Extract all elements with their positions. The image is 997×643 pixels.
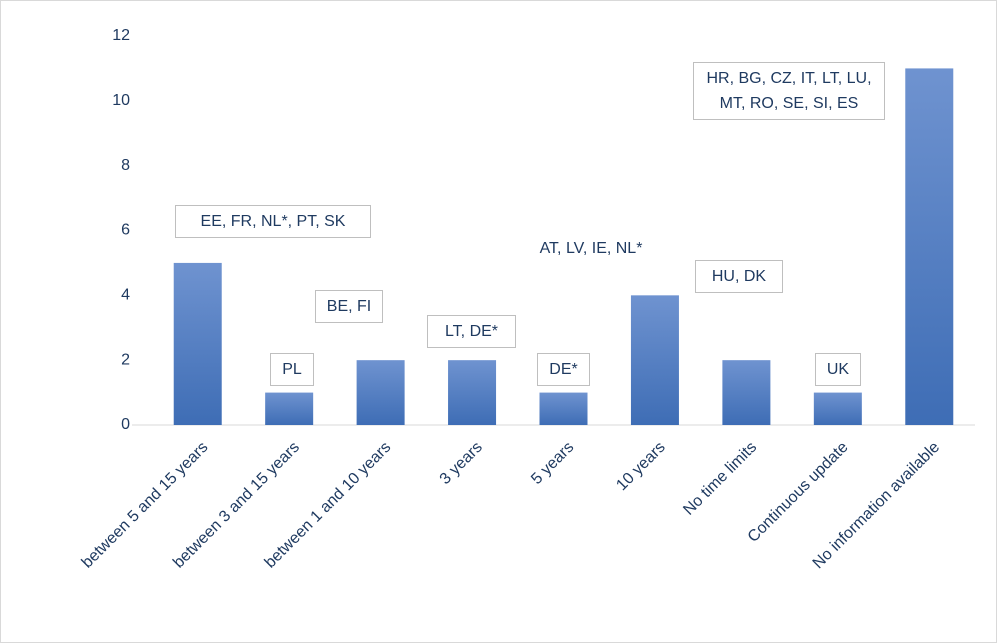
annotation: EE, FR, NL*, PT, SK	[175, 205, 371, 238]
bar	[905, 68, 954, 426]
bar	[630, 295, 679, 425]
y-tick-label: 2	[121, 351, 130, 368]
annotation: DE*	[537, 353, 590, 386]
x-tick-label: No time limits	[680, 439, 760, 519]
x-tick-label: 3 years	[437, 439, 486, 488]
bar	[448, 360, 497, 425]
bar	[722, 360, 771, 425]
bar	[265, 392, 314, 425]
x-tick-label: 10 years	[613, 439, 668, 494]
annotation: PL	[270, 353, 314, 386]
x-tick-label: 5 years	[528, 439, 577, 488]
bar	[356, 360, 405, 425]
y-tick-label: 12	[112, 27, 130, 44]
annotation: BE, FI	[315, 290, 383, 323]
x-tick-label: Continuous update	[745, 439, 852, 546]
y-tick-label: 4	[121, 287, 130, 304]
y-tick-label: 6	[121, 222, 130, 239]
annotation: HR, BG, CZ, IT, LT, LU, MT, RO, SE, SI, …	[693, 62, 885, 120]
bar	[173, 262, 222, 425]
bar	[539, 392, 588, 425]
y-tick-label: 8	[121, 157, 130, 174]
annotation: HU, DK	[695, 260, 783, 293]
annotation: AT, LV, IE, NL*	[539, 240, 643, 257]
annotation: UK	[815, 353, 861, 386]
y-tick-label: 10	[112, 92, 130, 109]
y-tick-label: 0	[121, 416, 130, 433]
bar	[813, 392, 862, 425]
annotation: LT, DE*	[427, 315, 516, 348]
